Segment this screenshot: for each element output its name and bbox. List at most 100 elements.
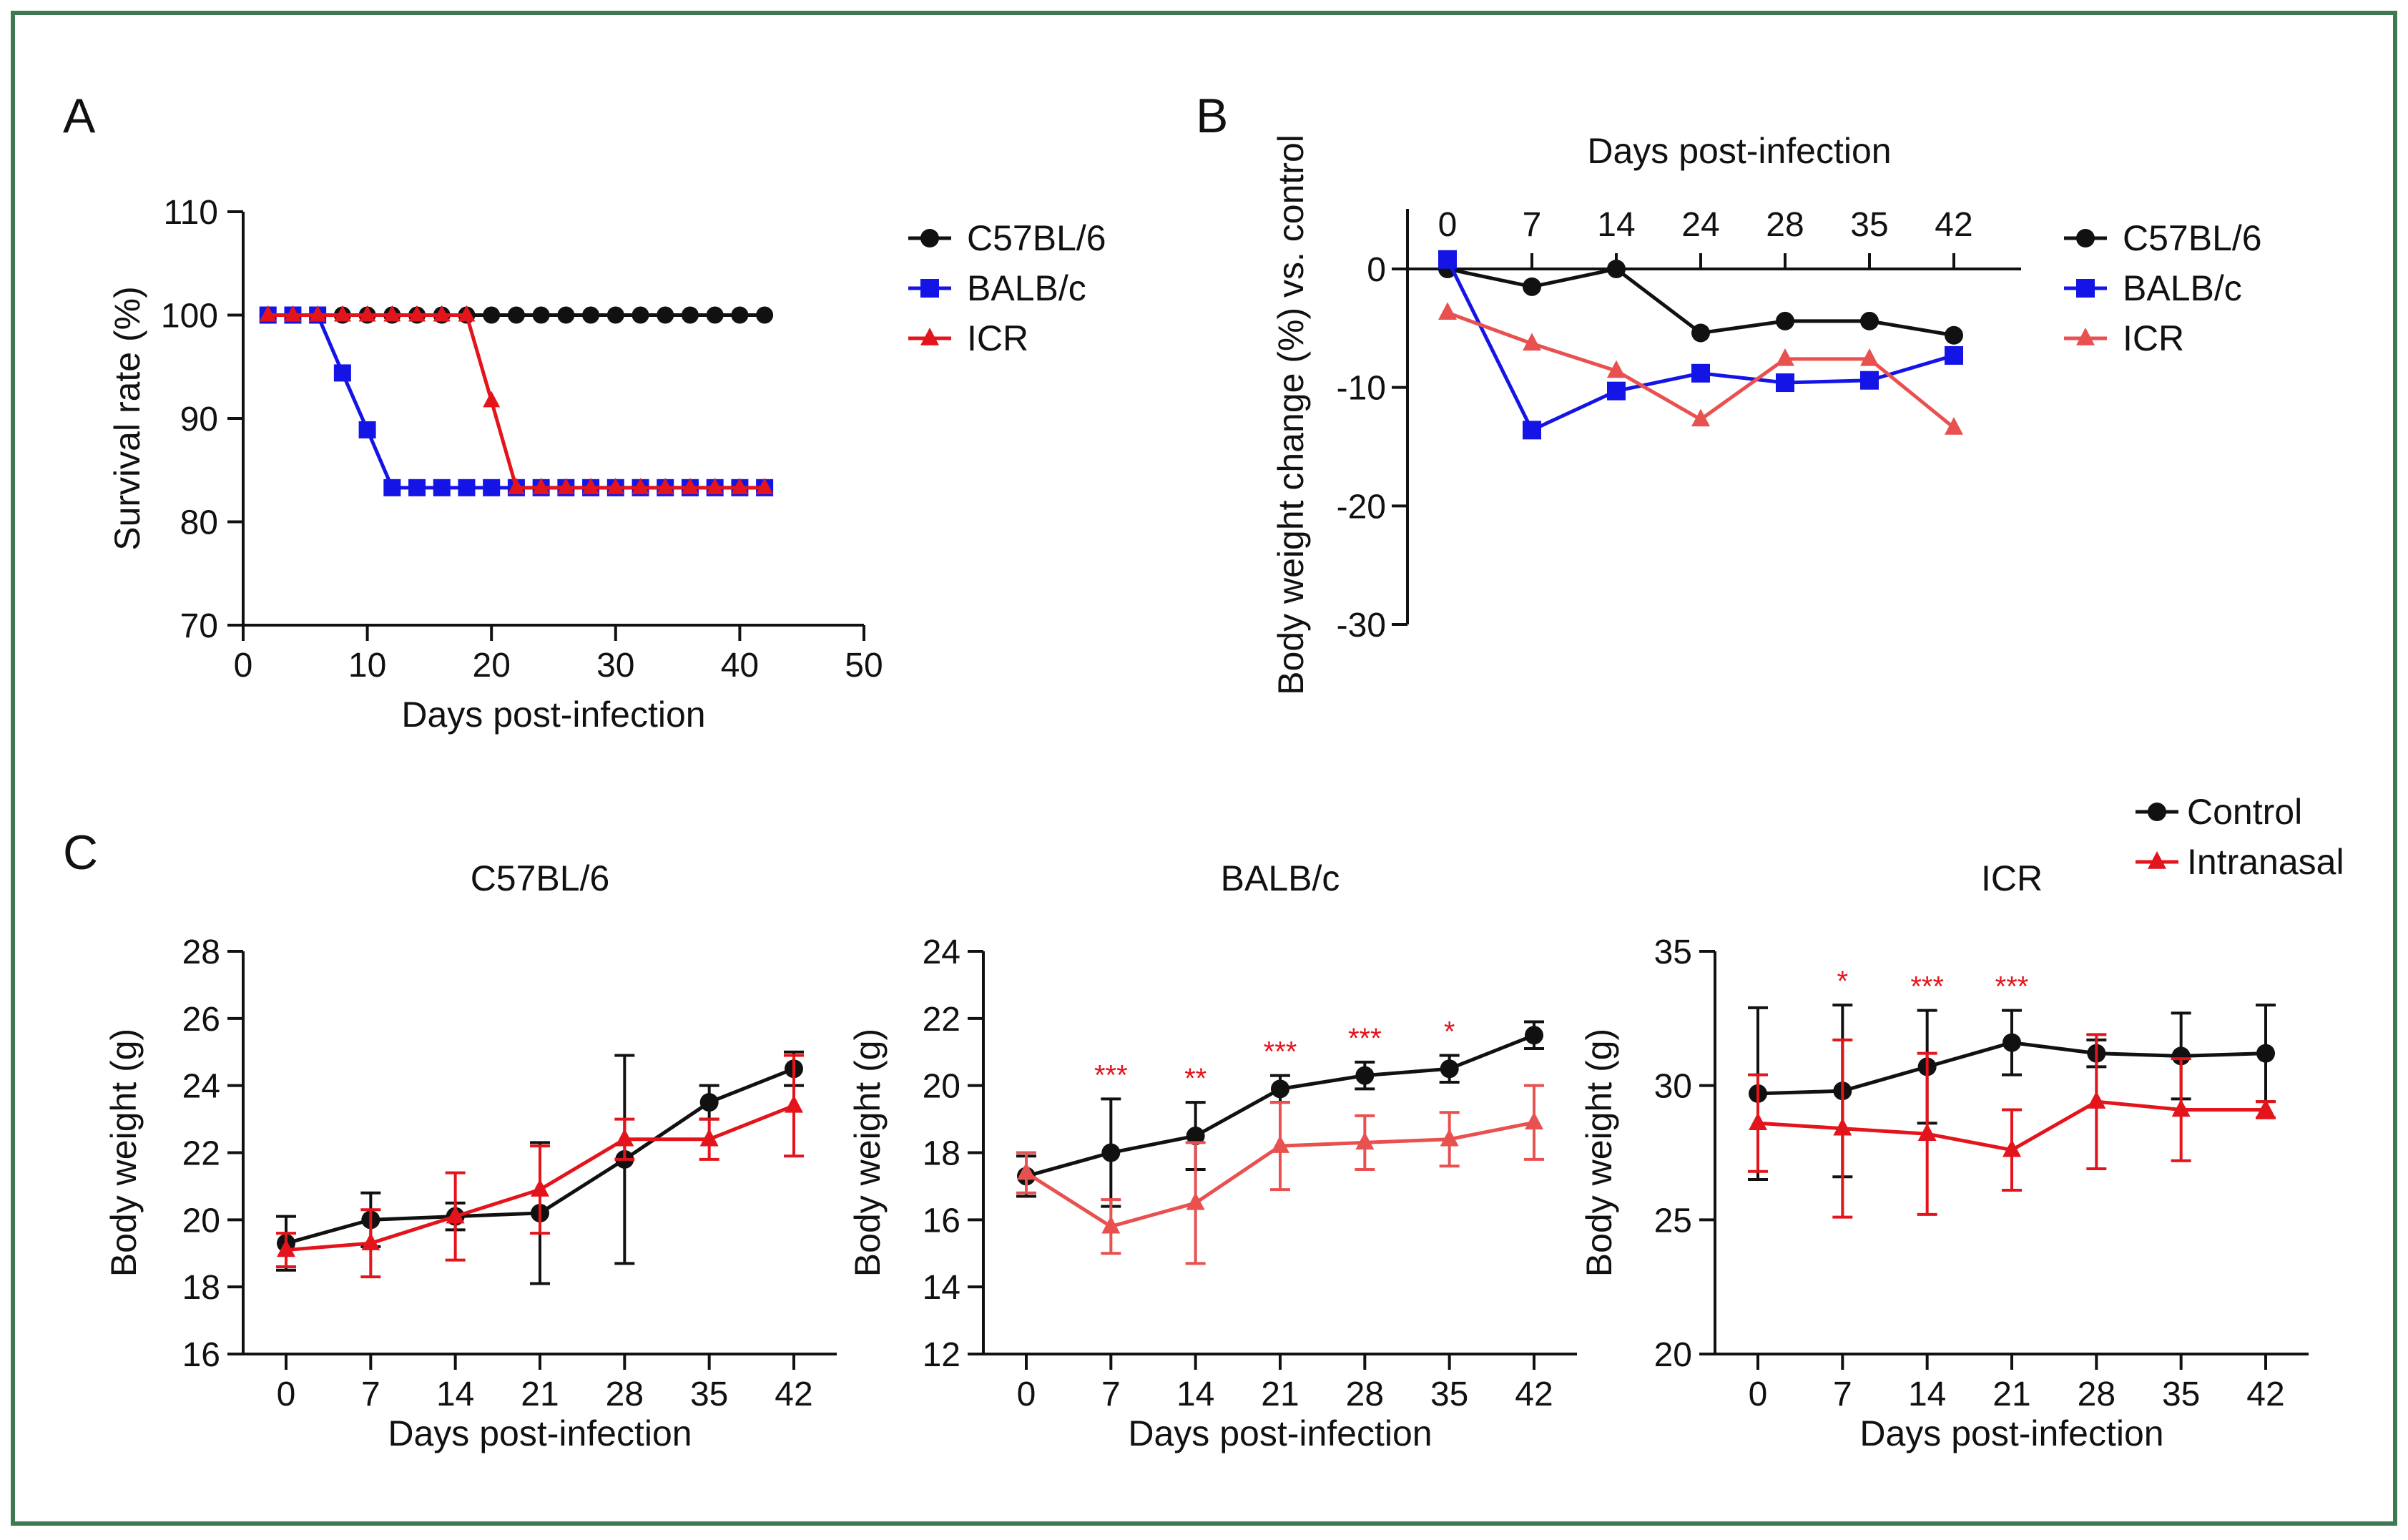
- y-tick-label: 20: [182, 1202, 220, 1240]
- y-tick-label: 30: [1654, 1068, 1692, 1106]
- x-tick-label: 40: [721, 647, 759, 685]
- data-point: [1523, 333, 1541, 351]
- data-point: [383, 305, 401, 322]
- x-tick-label: 7: [1833, 1375, 1852, 1413]
- data-point: [1438, 250, 1457, 269]
- significance-label: **: [1184, 1063, 1207, 1094]
- chart-c-icr: 20 25 30 35 0 7 14 21 28 35 42 ICR Days post-infecti…: [1579, 858, 2309, 1453]
- y-tick-label: 28: [182, 933, 220, 971]
- data-point: [657, 478, 674, 494]
- x-tick-label: 30: [596, 647, 634, 685]
- series-line-2: [267, 313, 765, 490]
- x-tick-label: 28: [2078, 1375, 2115, 1413]
- x-tick-label: 28: [606, 1375, 644, 1413]
- data-point: [333, 305, 351, 322]
- data-point: [557, 306, 575, 324]
- x-tick-label: 35: [1850, 206, 1888, 244]
- data-point: [1833, 1117, 1852, 1136]
- x-tick-label: 42: [2246, 1375, 2284, 1413]
- x-tick-label: 28: [1346, 1375, 1384, 1413]
- significance-label: *: [1444, 1016, 1455, 1047]
- data-point: [358, 421, 376, 438]
- x-tick-label: 7: [361, 1375, 380, 1413]
- legend-label: BALB/c: [2123, 268, 2242, 308]
- data-point: [632, 306, 649, 324]
- data-point: [458, 305, 476, 322]
- data-point: [1607, 260, 1626, 278]
- data-point: [1691, 363, 1710, 383]
- data-point: [557, 478, 575, 494]
- data-point: [582, 478, 600, 494]
- significance-label: ***: [1094, 1059, 1128, 1091]
- data-point: [1523, 421, 1541, 440]
- x-tick-label: 0: [1438, 206, 1458, 244]
- x-tick-label: 14: [436, 1375, 474, 1413]
- data-point: [2171, 1046, 2191, 1066]
- x-tick-label: 0: [1017, 1375, 1036, 1413]
- y-tick-label: 14: [923, 1269, 960, 1307]
- y-axis-label: Survival rate (%): [107, 286, 147, 551]
- y-tick-label: 24: [923, 933, 960, 971]
- data-point: [446, 1205, 465, 1224]
- y-axis-label: Body weight (g): [1579, 1029, 1619, 1277]
- legend-label: C57BL/6: [2123, 218, 2262, 258]
- data-point: [632, 478, 649, 494]
- significance-label: ***: [1910, 971, 1944, 1003]
- legend-label: ICR: [2123, 318, 2184, 358]
- data-point: [483, 306, 501, 324]
- figure-frame: [11, 11, 2397, 1526]
- chart-title: ICR: [1981, 858, 2043, 898]
- x-tick-label: 0: [1749, 1375, 1768, 1413]
- panel-label-a: A: [63, 89, 96, 143]
- data-point: [706, 478, 724, 494]
- data-point: [2256, 1044, 2275, 1063]
- data-point: [1860, 348, 1879, 366]
- x-tick-label: 7: [1523, 206, 1542, 244]
- y-tick-label: 16: [182, 1336, 220, 1374]
- data-point: [1186, 1192, 1205, 1210]
- y-tick-label: 16: [923, 1202, 960, 1240]
- y-tick-label: 20: [923, 1068, 960, 1106]
- legend-marker: [2148, 803, 2166, 821]
- data-point: [681, 478, 699, 494]
- x-axis-label: Days post-infection: [1128, 1413, 1432, 1453]
- data-point: [785, 1094, 803, 1113]
- data-point: [1355, 1066, 1375, 1085]
- y-tick-label: 80: [180, 504, 218, 542]
- data-point: [532, 306, 550, 324]
- data-point: [756, 478, 774, 494]
- panel-label-c: C: [63, 825, 98, 880]
- data-point: [606, 306, 624, 324]
- y-tick-label: 25: [1654, 1202, 1692, 1240]
- data-point: [259, 305, 277, 322]
- legend-label: BALB/c: [967, 268, 1086, 308]
- significance-label: ***: [1348, 1023, 1382, 1054]
- legend-marker: [920, 328, 939, 345]
- panel-label-b: B: [1196, 89, 1228, 143]
- y-tick-label: -20: [1337, 488, 1386, 526]
- chart-title: C57BL/6: [471, 858, 610, 898]
- data-point: [1017, 1162, 1036, 1180]
- x-tick-label: 42: [775, 1375, 812, 1413]
- x-tick-label: 14: [1908, 1375, 1946, 1413]
- x-tick-label: 14: [1597, 206, 1635, 244]
- data-point: [1945, 345, 1963, 365]
- data-point: [277, 1239, 295, 1257]
- legend-marker: [2076, 328, 2095, 345]
- data-point: [657, 306, 674, 324]
- data-point: [1101, 1215, 1121, 1234]
- legend-marker: [920, 279, 939, 298]
- x-axis-label: Days post-infection: [401, 695, 705, 735]
- data-point: [433, 479, 451, 496]
- data-point: [1355, 1132, 1375, 1150]
- data-point: [507, 478, 525, 494]
- data-point: [408, 305, 426, 322]
- data-point: [1440, 1059, 1459, 1079]
- data-point: [483, 391, 501, 408]
- data-point: [699, 1128, 719, 1147]
- data-point: [1186, 1127, 1205, 1146]
- data-point: [1776, 348, 1794, 366]
- data-point: [756, 306, 774, 324]
